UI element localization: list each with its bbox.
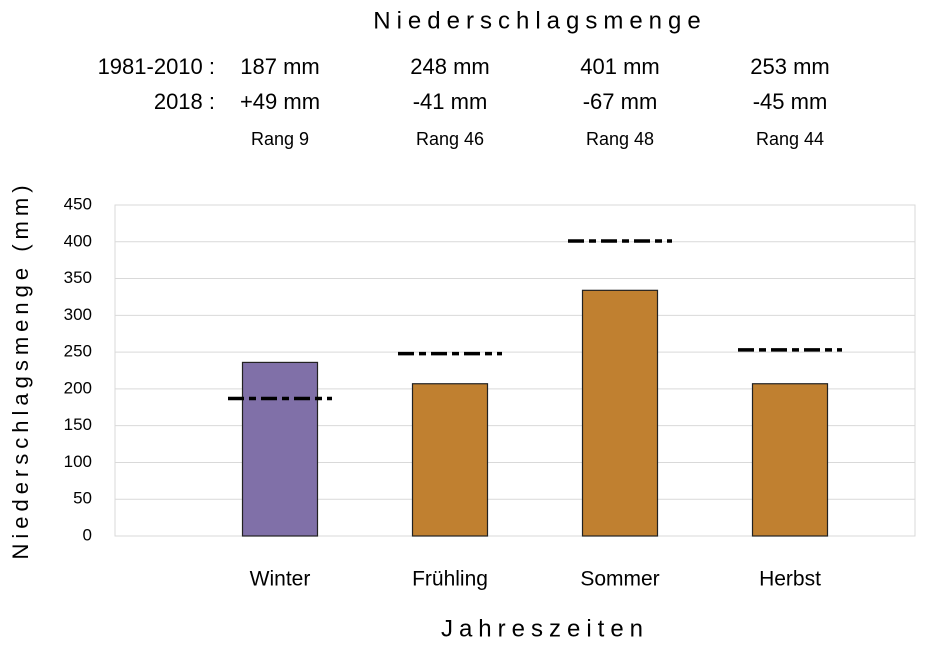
x-tick-label: Sommer <box>580 568 659 591</box>
y-tick-label: 250 <box>64 342 92 361</box>
y-tick-label: 50 <box>73 489 92 508</box>
x-axis-label: Jahreszeiten <box>441 615 649 642</box>
bar <box>411 383 489 537</box>
annotation: Rang 46 <box>416 129 484 149</box>
annotation: Rang 48 <box>586 129 654 149</box>
y-tick-label: 100 <box>64 452 92 471</box>
bar <box>581 289 659 537</box>
bar <box>241 361 319 537</box>
y-tick-label: 150 <box>64 415 92 434</box>
annotation: 187 mm <box>240 54 319 79</box>
annotation-row-label: 1981-2010 : <box>98 54 215 79</box>
annotation: Rang 9 <box>251 129 309 149</box>
annotation: Rang 44 <box>756 129 824 149</box>
y-tick-label: 350 <box>64 268 92 287</box>
bar <box>751 383 829 537</box>
annotation: -41 mm <box>413 89 488 114</box>
x-tick-label: Herbst <box>759 568 821 591</box>
y-tick-label: 400 <box>64 231 92 250</box>
x-tick-label: Frühling <box>412 568 488 591</box>
plot-border <box>114 204 916 537</box>
y-axis-label: Niederschlagsmenge (mm) <box>8 180 33 559</box>
y-tick-label: 450 <box>64 194 92 213</box>
annotation: 248 mm <box>410 54 489 79</box>
y-tick-label: 300 <box>64 305 92 324</box>
annotation: -67 mm <box>583 89 658 114</box>
annotation: 253 mm <box>750 54 829 79</box>
annotation: -45 mm <box>753 89 828 114</box>
chart-title: Niederschlagsmenge <box>373 7 706 34</box>
y-tick-label: 0 <box>83 525 92 544</box>
annotation-row-label: 2018 : <box>154 89 215 114</box>
x-tick-label: Winter <box>250 568 311 591</box>
annotation: +49 mm <box>240 89 320 114</box>
annotation: 401 mm <box>580 54 659 79</box>
y-tick-label: 200 <box>64 378 92 397</box>
